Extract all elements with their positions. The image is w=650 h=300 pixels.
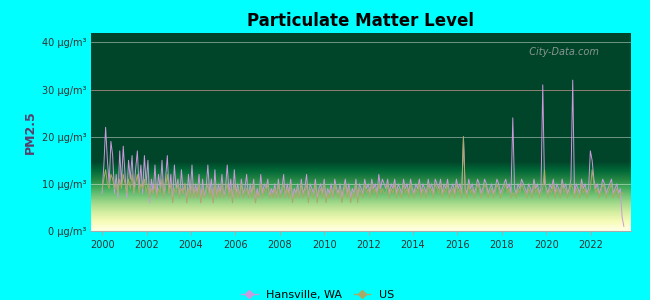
- Text: City-Data.com: City-Data.com: [523, 47, 599, 57]
- Legend: Hansville, WA, US: Hansville, WA, US: [237, 286, 398, 300]
- Y-axis label: PM2.5: PM2.5: [24, 110, 37, 154]
- Title: Particulate Matter Level: Particulate Matter Level: [247, 12, 474, 30]
